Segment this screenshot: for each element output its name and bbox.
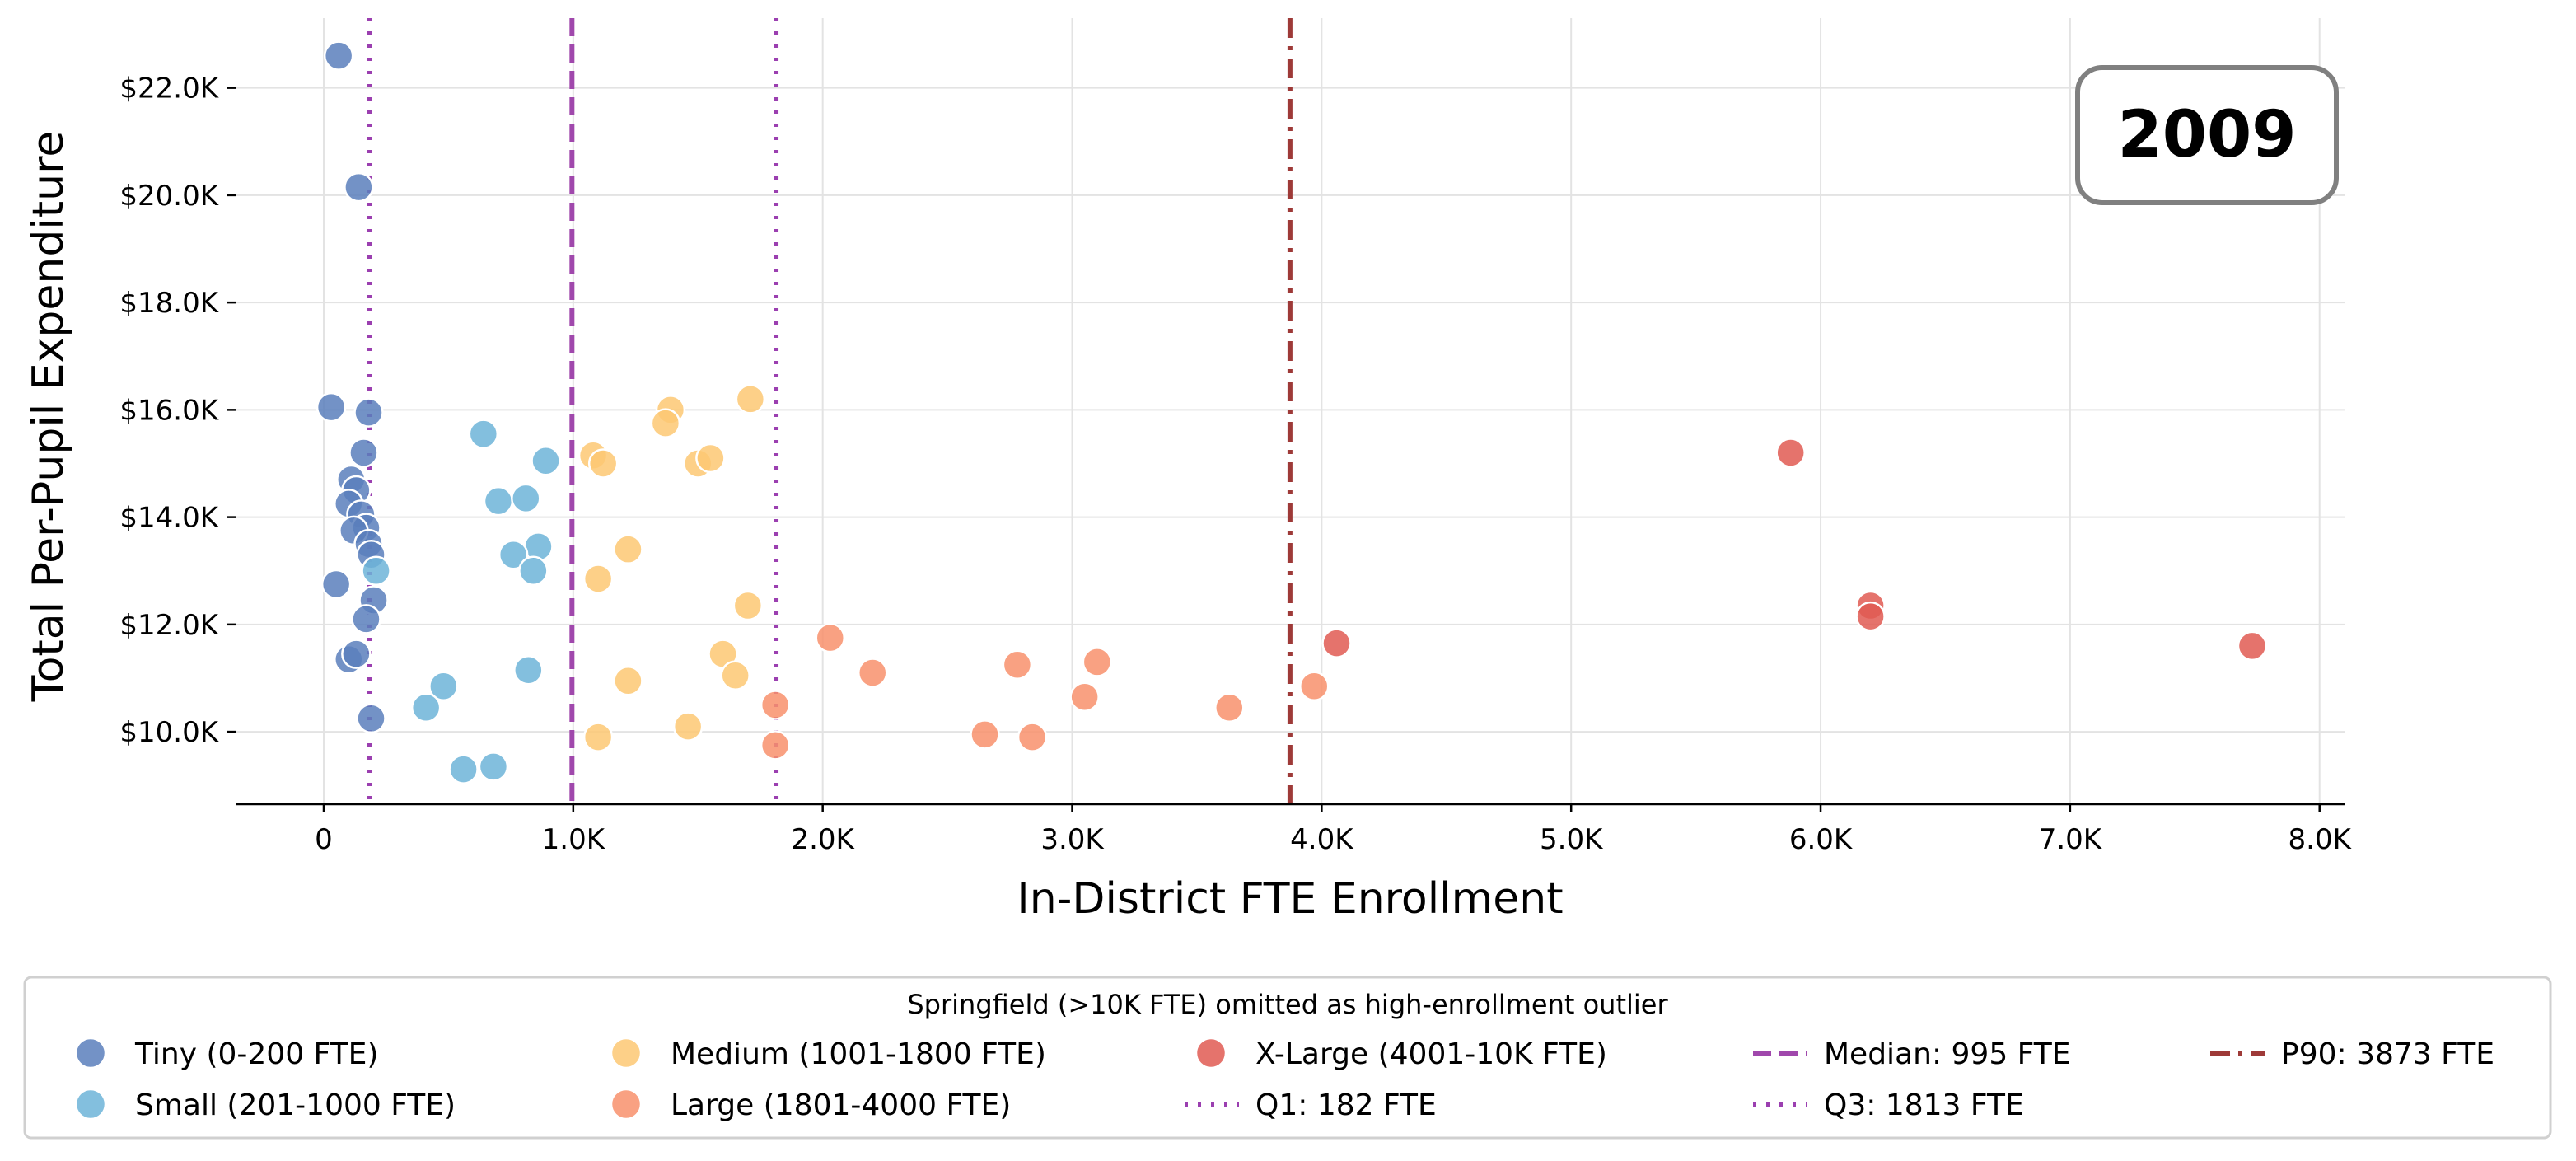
year-annotation-box xyxy=(2075,65,2339,205)
scatter-point xyxy=(760,730,791,761)
scatter-point xyxy=(341,639,372,669)
scatter-point xyxy=(428,671,459,701)
scatter-point xyxy=(720,660,750,691)
x-ticks: 0 1.0K 2.0K 3.0K 4.0K 5.0K 6.0K 7.0K 8.0K xyxy=(315,804,2353,856)
legend-marker xyxy=(610,1088,643,1121)
x-tick-label: 2.0K xyxy=(791,823,855,856)
legend-marker xyxy=(610,1037,643,1070)
y-tick-label: $16.0K xyxy=(119,394,219,427)
legend-title: Springfield (>10K FTE) omitted as high-e… xyxy=(907,989,1668,1020)
scatter-point xyxy=(613,665,643,696)
legend-label: Median: 995 FTE xyxy=(1824,1037,2070,1071)
scatter-point xyxy=(468,419,499,449)
scatter-point xyxy=(320,569,352,600)
scatter-point xyxy=(1002,649,1033,680)
scatter-point xyxy=(650,408,681,438)
scatter-point xyxy=(356,703,386,734)
scatter-point xyxy=(513,654,544,686)
scatter-point xyxy=(323,40,354,71)
scatter-point xyxy=(1082,647,1113,677)
y-tick-label: $22.0K xyxy=(119,73,219,105)
x-tick-label: 0 xyxy=(315,823,333,856)
scatter-point xyxy=(518,555,549,586)
scatter-point xyxy=(483,485,514,517)
y-ticks: $10.0K $12.0K $14.0K $16.0K $18.0K $20.0K $22.… xyxy=(119,73,236,749)
reference-lines xyxy=(367,18,1293,804)
scatter-point xyxy=(587,448,619,479)
scatter-point xyxy=(344,171,374,203)
x-tick-label: 8.0K xyxy=(2288,823,2353,856)
legend-label: Q3: 1813 FTE xyxy=(1824,1088,2024,1122)
x-tick-label: 3.0K xyxy=(1040,823,1105,856)
y-tick-label: $12.0K xyxy=(119,609,219,642)
scatter-point xyxy=(1017,722,1048,752)
legend-label: Q1: 182 FTE xyxy=(1255,1088,1437,1122)
y-tick-label: $18.0K xyxy=(119,287,219,320)
legend-marker xyxy=(74,1088,107,1121)
x-tick-label: 4.0K xyxy=(1290,823,1354,856)
x-tick-label: 6.0K xyxy=(1789,823,1854,856)
scatter-point xyxy=(478,751,509,782)
scatter-point xyxy=(760,690,791,720)
legend-label: Tiny (0-200 FTE) xyxy=(134,1037,378,1071)
legend-marker xyxy=(74,1037,107,1070)
scatter-point xyxy=(361,555,391,586)
x-axis-title: In-District FTE Enrollment xyxy=(1017,874,1563,924)
year-annotation: 2009 xyxy=(2075,65,2339,205)
scatter-point xyxy=(970,719,1000,750)
scatter-point xyxy=(348,438,379,468)
legend-label: Medium (1001-1800 FTE) xyxy=(671,1037,1046,1071)
legend-label: X-Large (4001-10K FTE) xyxy=(1255,1037,1607,1071)
scatter-point xyxy=(857,658,888,688)
scatter-point xyxy=(523,531,554,562)
legend: Springfield (>10K FTE) omitted as high-e… xyxy=(23,976,2552,1140)
scatter-point xyxy=(732,590,764,621)
scatter-point xyxy=(1299,671,1330,701)
scatter-point xyxy=(353,397,384,428)
scatter-point xyxy=(351,604,381,634)
legend-marker xyxy=(1194,1037,1227,1070)
scatter-point xyxy=(1775,438,1806,468)
year-annotation-text: 2009 xyxy=(2117,98,2296,172)
scatter-point xyxy=(1321,628,1352,658)
scatter-point xyxy=(511,483,541,514)
scatter-point xyxy=(448,754,479,784)
scatter-point xyxy=(498,539,529,570)
legend-label: Large (1801-4000 FTE) xyxy=(671,1088,1011,1122)
legend-items: Tiny (0-200 FTE) Small (201-1000 FTE) Medi… xyxy=(74,1037,2494,1122)
y-tick-label: $14.0K xyxy=(119,502,219,535)
scatter-point xyxy=(582,722,614,752)
y-tick-label: $20.0K xyxy=(119,180,219,213)
data-points xyxy=(316,40,2268,784)
scatter-point xyxy=(695,442,726,474)
scatter-point xyxy=(582,564,614,594)
scatter-point xyxy=(815,622,846,653)
scatter-point xyxy=(1214,692,1245,723)
x-tick-label: 5.0K xyxy=(1540,823,1604,856)
x-tick-label: 1.0K xyxy=(542,823,606,856)
legend-frame xyxy=(23,976,2552,1140)
scatter-point xyxy=(2237,630,2268,662)
legend-label: Small (201-1000 FTE) xyxy=(135,1088,456,1122)
scatter-point xyxy=(735,384,766,414)
y-tick-label: $10.0K xyxy=(119,716,219,749)
scatter-point xyxy=(613,534,643,564)
scatter-point xyxy=(672,711,704,742)
legend-label: P90: 3873 FTE xyxy=(2281,1037,2494,1071)
x-tick-label: 7.0K xyxy=(2039,823,2103,856)
scatter-point xyxy=(531,445,561,476)
scatter-point xyxy=(410,692,442,723)
scatter-point xyxy=(1855,601,1886,632)
scatter-point xyxy=(316,391,347,423)
y-axis-title: Total Per-Pupil Expenditure xyxy=(24,131,73,703)
scatter-point xyxy=(1069,681,1100,713)
